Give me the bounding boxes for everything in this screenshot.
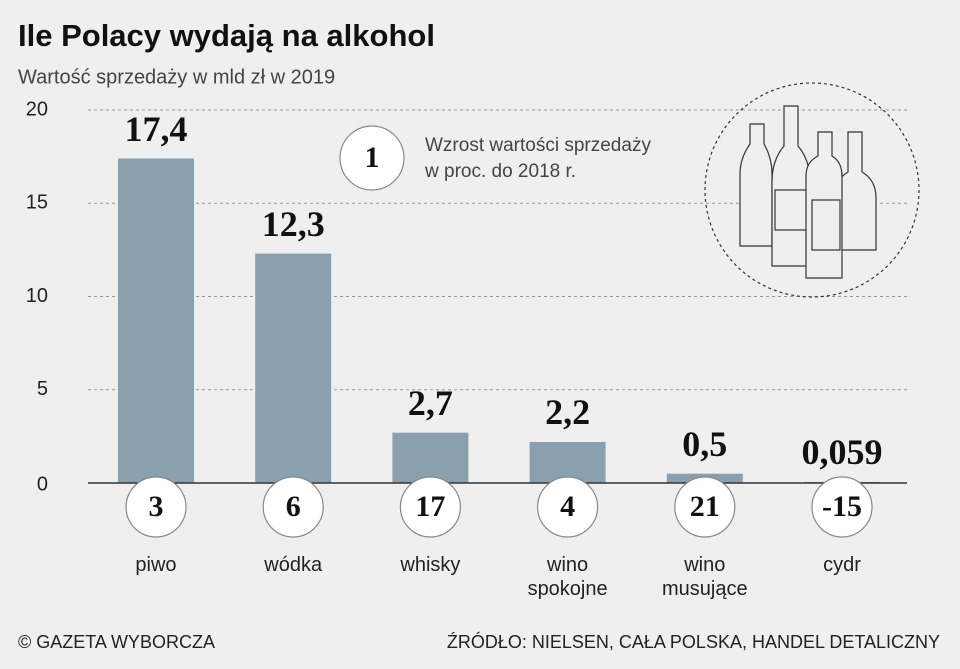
growth-label: 17: [415, 490, 445, 523]
growth-circle: [536, 476, 599, 538]
growth-circle: [125, 476, 187, 538]
legend-text: Wzrost wartości sprzedaży: [425, 135, 651, 156]
growth-circle: [674, 476, 736, 538]
y-tick-label: 15: [26, 192, 48, 214]
legend-text: w proc. do 2018 r.: [424, 161, 576, 182]
value-label: 2,7: [408, 383, 453, 423]
growth-circle: [262, 476, 324, 538]
y-tick-label: 0: [37, 473, 48, 495]
legend-marker-label: 1: [365, 141, 380, 174]
category-label: whisky: [400, 554, 461, 576]
footer-right: ŹRÓDŁO: NIELSEN, CAŁA POLSKA, HANDEL DET…: [447, 631, 940, 652]
growth-label: 4: [560, 490, 575, 523]
value-label: 0,059: [802, 432, 883, 472]
growth-label: 6: [286, 490, 301, 523]
legend-marker: [339, 125, 405, 191]
bar: [255, 253, 332, 483]
value-label: 0,5: [682, 424, 727, 464]
bar: [529, 441, 606, 483]
category-label: cydr: [823, 554, 861, 576]
category-label: piwo: [135, 554, 177, 576]
category-label: wódka: [264, 554, 323, 576]
growth-label: 21: [690, 490, 720, 523]
category-label: wino musujące: [661, 554, 748, 600]
growth-label: -15: [822, 490, 862, 523]
bottles-illustration: [704, 82, 920, 298]
chart-subtitle: Wartość sprzedaży w mld zł w 2019: [18, 66, 335, 88]
growth-circle: [399, 476, 461, 538]
value-label: 12,3: [262, 204, 325, 244]
y-tick-label: 5: [37, 378, 48, 400]
bar: [392, 432, 469, 483]
bar: [118, 158, 194, 484]
value-label: 2,2: [545, 392, 590, 432]
chart-title: Ile Polacy wydają na alkohol: [18, 18, 435, 53]
y-tick-label: 10: [26, 285, 48, 307]
footer-left: © GAZETA WYBORCZA: [18, 632, 215, 652]
value-label: 17,4: [125, 109, 188, 149]
y-tick-label: 20: [26, 98, 48, 120]
growth-circle: [811, 476, 873, 538]
category-label: wino spokojne: [527, 554, 608, 600]
growth-label: 3: [149, 490, 164, 523]
